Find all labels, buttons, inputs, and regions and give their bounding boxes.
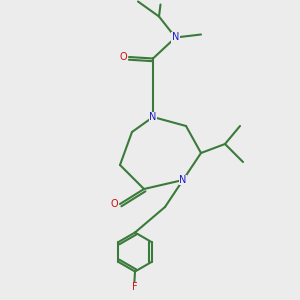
Text: O: O bbox=[120, 52, 128, 62]
Text: O: O bbox=[111, 199, 119, 209]
Text: F: F bbox=[132, 282, 137, 292]
Text: N: N bbox=[149, 112, 157, 122]
Text: N: N bbox=[172, 32, 179, 43]
Text: N: N bbox=[179, 175, 187, 185]
